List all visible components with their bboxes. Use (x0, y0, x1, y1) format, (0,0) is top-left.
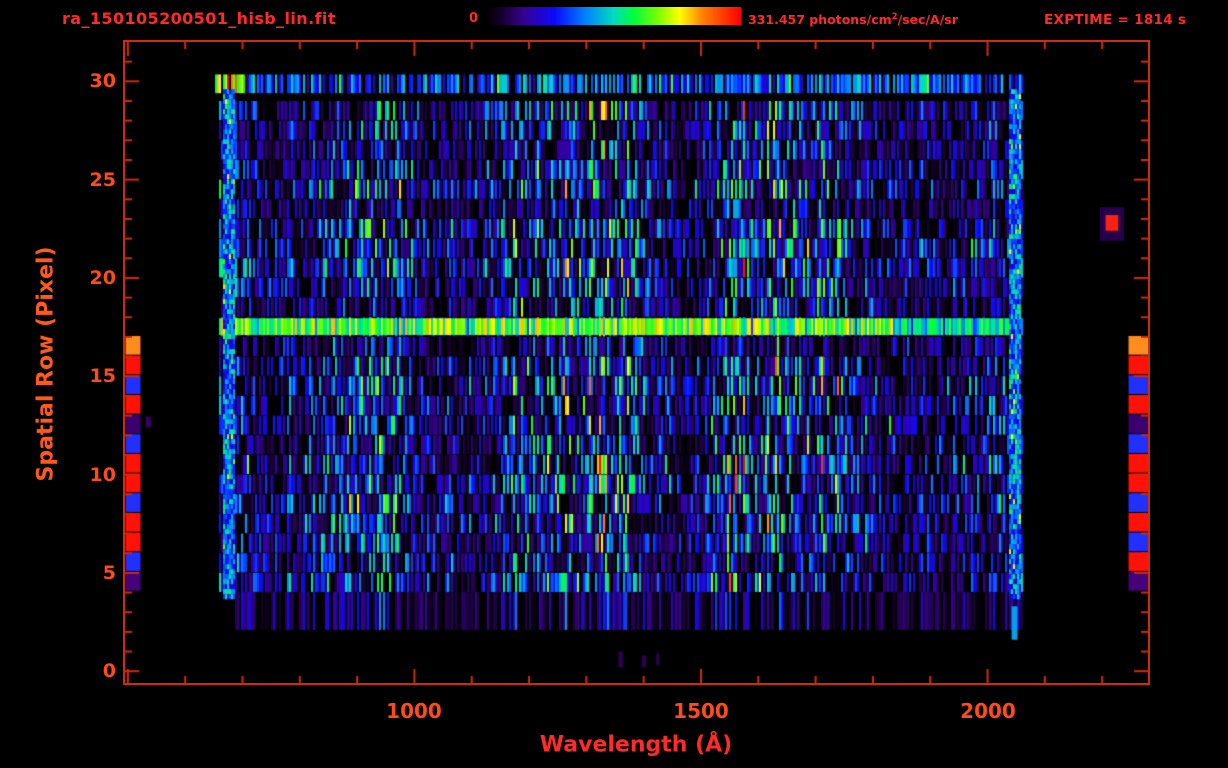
exptime-label: EXPTIME = 1814 s (1044, 12, 1187, 28)
colorbar-units-suffix: /sec/A/sr (897, 12, 958, 28)
colorbar-max-value: 331.457 (748, 12, 805, 28)
x-tick-label-2000: 2000 (960, 699, 1016, 723)
y-tick-label-15: 15 (89, 365, 116, 387)
x-tick-label-1500: 1500 (673, 699, 729, 723)
x-axis-title: Wavelength (Å) (539, 732, 733, 758)
y-tick-label-10: 10 (89, 464, 116, 486)
y-axis-title: Spatial Row (Pixel) (33, 246, 59, 482)
colorbar-units: photons/cm2/sec/A/sr (809, 12, 958, 27)
colorbar-units-exponent: 2 (891, 12, 898, 22)
y-tick-label-25: 25 (89, 169, 116, 191)
colorbar (486, 7, 741, 25)
filename-title: ra_150105200501_hisb_lin.fit (62, 9, 336, 28)
y-tick-label-30: 30 (89, 70, 116, 92)
y-tick-label-5: 5 (102, 562, 116, 584)
x-tick-label-1000: 1000 (386, 699, 442, 723)
colorbar-max-label: 331.457 photons/cm2/sec/A/sr (748, 12, 958, 27)
y-tick-label-20: 20 (89, 267, 116, 289)
colorbar-min-label: 0 (469, 11, 479, 26)
heatmap-canvas (123, 40, 1150, 685)
colorbar-units-prefix: photons/cm (809, 12, 892, 28)
y-tick-label-0: 0 (102, 660, 116, 682)
